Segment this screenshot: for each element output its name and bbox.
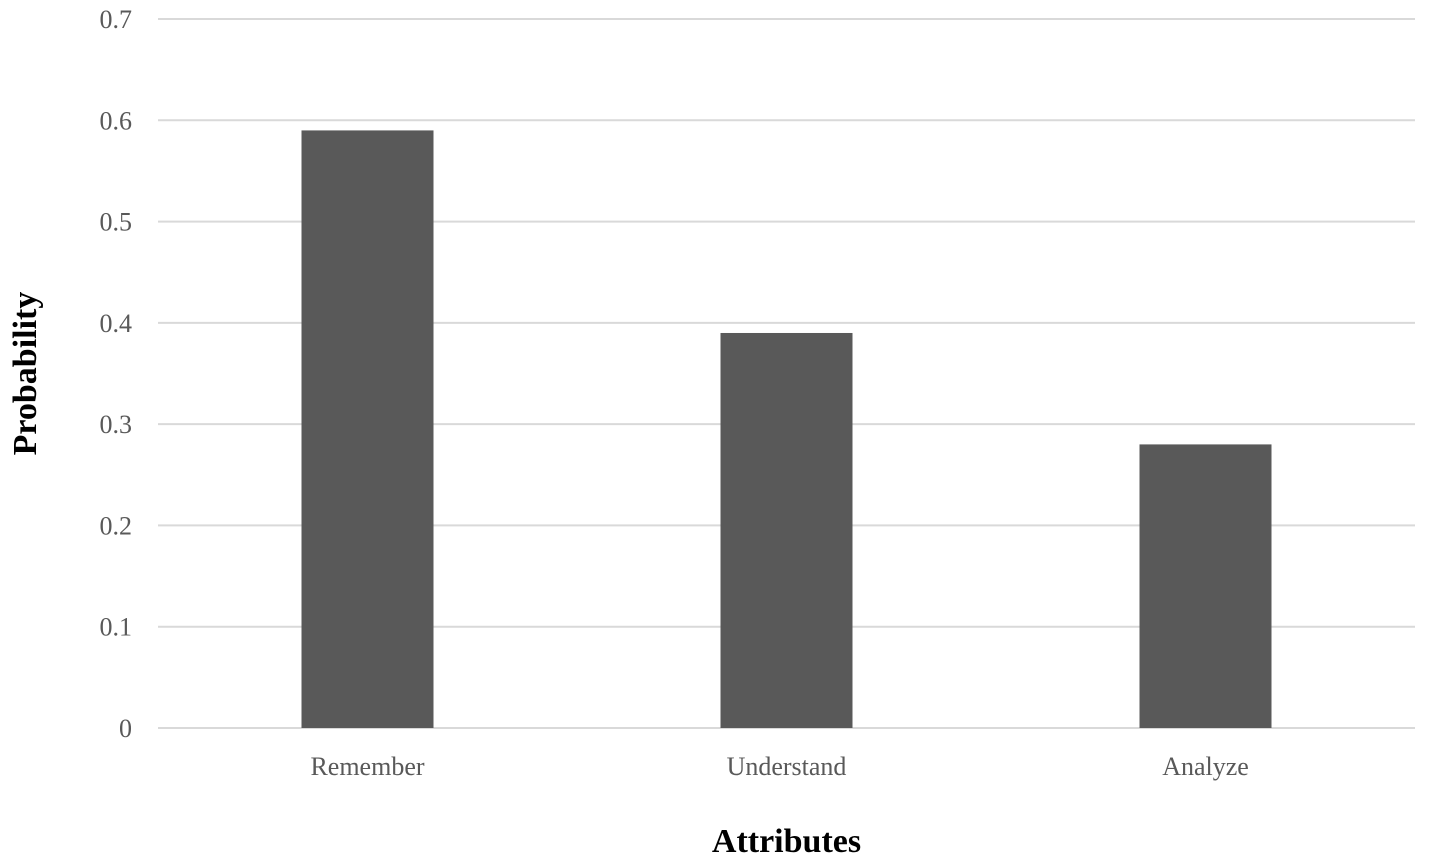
y-tick-label: 0.1: [100, 613, 133, 642]
y-axis-ticks: 0 0.1 0.2 0.3 0.4 0.5 0.6 0.7: [100, 5, 133, 743]
y-tick-label: 0.7: [100, 5, 133, 34]
y-tick-label: 0.3: [100, 410, 133, 439]
x-tick-label-remember: Remember: [310, 752, 424, 781]
bar-analyze: [1139, 444, 1272, 728]
y-tick-label: 0: [119, 714, 132, 743]
y-tick-label: 0.2: [100, 511, 133, 540]
y-tick-label: 0.6: [100, 106, 133, 135]
bar-understand: [720, 332, 853, 728]
y-tick-label: 0.5: [100, 208, 133, 237]
bar-remember: [301, 130, 434, 728]
bars: [301, 130, 1272, 728]
x-tick-label-analyze: Analyze: [1162, 752, 1249, 781]
x-axis-title: Attributes: [712, 823, 861, 860]
y-axis-title: Probability: [7, 292, 44, 456]
y-tick-label: 0.4: [100, 309, 133, 338]
x-axis-ticks: Remember Understand Analyze: [310, 752, 1248, 781]
x-tick-label-understand: Understand: [727, 752, 847, 781]
